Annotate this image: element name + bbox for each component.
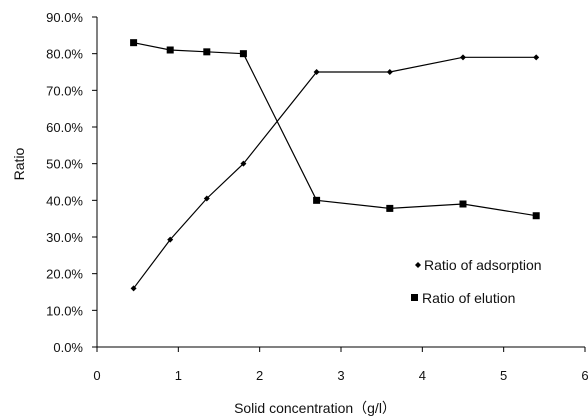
- y-tick-label: 60.0%: [46, 120, 83, 135]
- y-tick-label: 10.0%: [46, 303, 83, 318]
- legend-diamond-marker: [415, 262, 421, 268]
- data-point-diamond: [313, 69, 320, 75]
- data-point-square: [130, 39, 138, 47]
- x-tick-label: 0: [93, 368, 100, 383]
- y-tick-label: 90.0%: [46, 10, 83, 25]
- data-point-diamond: [240, 160, 247, 167]
- data-point-square: [203, 48, 211, 56]
- data-point-diamond: [533, 54, 540, 61]
- data-point-square: [166, 46, 174, 54]
- legend-item-elution: Ratio of elution: [411, 290, 515, 306]
- series-adsorption: [130, 54, 540, 292]
- y-axis-title: Ratio: [11, 147, 27, 180]
- y-tick-label: 0.0%: [53, 340, 83, 355]
- data-point-square: [459, 200, 467, 208]
- data-point-diamond: [130, 285, 137, 292]
- x-tick-label: 2: [256, 368, 263, 383]
- series-layer: [130, 39, 540, 292]
- x-tick-label: 4: [419, 368, 426, 383]
- data-point-diamond: [386, 69, 393, 75]
- legend-square-marker: [411, 294, 418, 301]
- y-tick-label: 40.0%: [46, 193, 83, 208]
- legend-label-elution: Ratio of elution: [422, 290, 515, 306]
- data-point-square: [313, 196, 321, 204]
- x-tick-label: 5: [500, 368, 507, 383]
- data-point-diamond: [460, 54, 466, 61]
- series-elution: [130, 39, 540, 220]
- x-tick-labels: 0 1 2 3 4 5 6: [93, 347, 588, 383]
- x-tick-label: 3: [337, 368, 344, 383]
- legend: Ratio of adsorption Ratio of elution: [411, 257, 542, 306]
- y-tick-label: 50.0%: [46, 157, 83, 172]
- y-tick-labels: 0.0% 10.0% 20.0% 30.0% 40.0% 50.0% 60.0% 70.0% 8…: [46, 10, 97, 355]
- data-point-square: [239, 50, 247, 58]
- x-tick-label: 1: [175, 368, 182, 383]
- data-point-square: [532, 212, 540, 220]
- data-point-diamond: [203, 195, 210, 202]
- series-line: [133, 56, 537, 289]
- data-point-square: [386, 204, 394, 212]
- y-tick-label: 80.0%: [46, 47, 83, 62]
- y-tick-label: 20.0%: [46, 267, 83, 282]
- x-axis-title: Solid concentration（g/l）: [234, 400, 396, 416]
- series-line: [133, 42, 537, 217]
- legend-label-adsorption: Ratio of adsorption: [424, 257, 542, 273]
- y-tick-label: 30.0%: [46, 230, 83, 245]
- legend-item-adsorption: Ratio of adsorption: [415, 257, 542, 273]
- y-tick-label: 70.0%: [46, 83, 83, 98]
- x-tick-label: 6: [581, 368, 588, 383]
- data-point-diamond: [167, 236, 174, 243]
